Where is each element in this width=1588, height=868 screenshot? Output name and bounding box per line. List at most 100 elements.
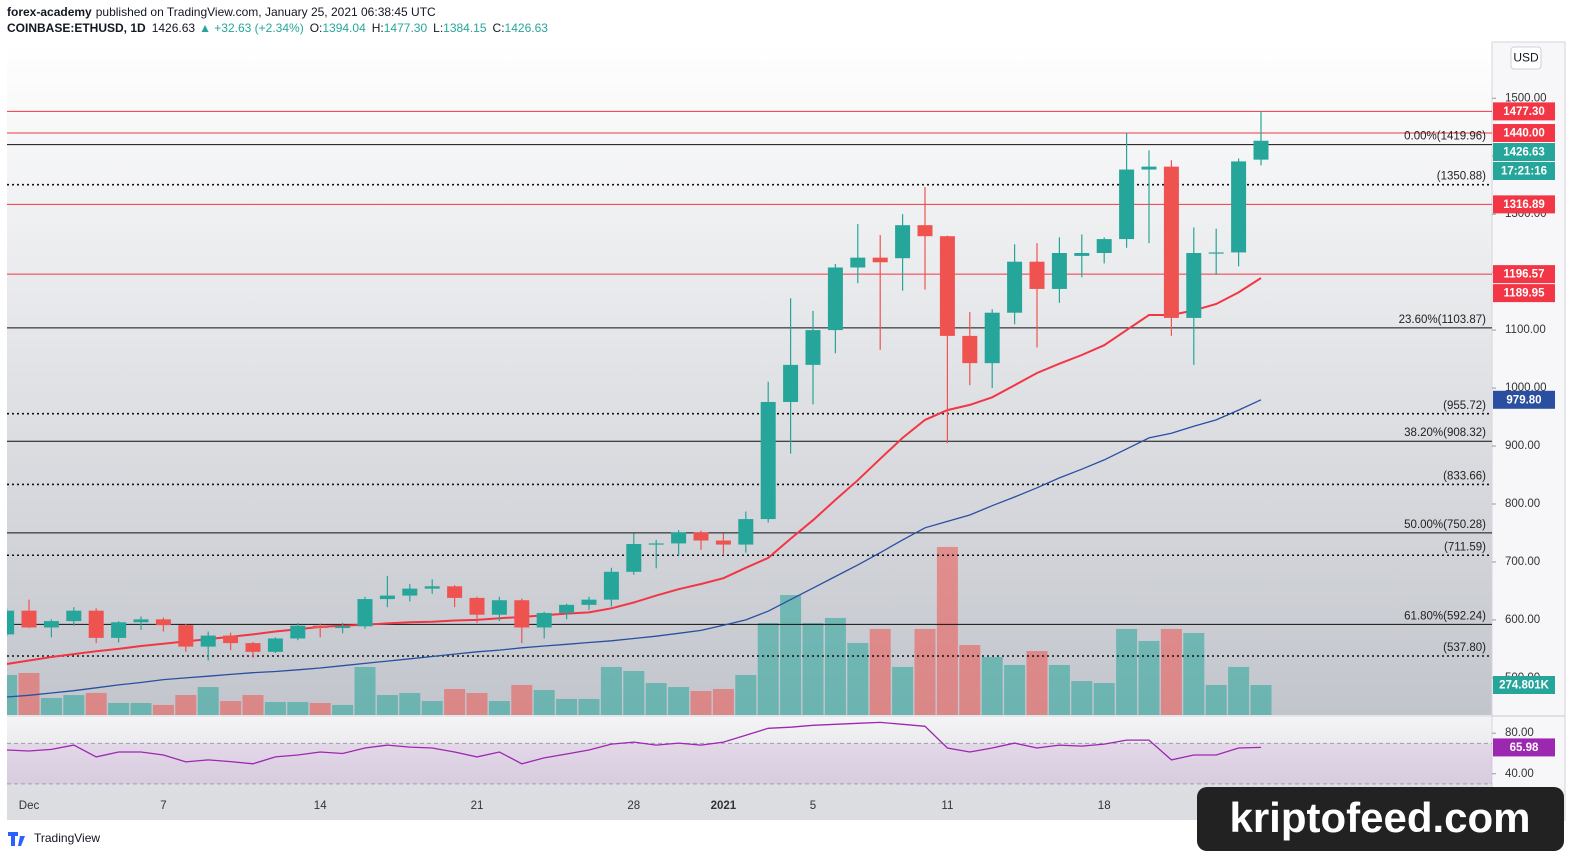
candle-body (223, 635, 239, 644)
candle-body (1119, 169, 1135, 240)
rsi-line (7, 721, 1262, 765)
legend-change: ▲ +32.63 (+2.34%) (199, 21, 304, 35)
header-line: forex-academy published on TradingView.co… (7, 5, 436, 19)
volume-bar (332, 704, 354, 715)
y-tick-label: 800.00 (1505, 498, 1540, 510)
ma-badge-label: 1189.95 (1504, 288, 1546, 300)
rsi-badge (1493, 738, 1555, 757)
volume-bar (309, 702, 331, 715)
fib-label: (1350.88) (1437, 171, 1486, 183)
legend-price: 1426.63 (152, 21, 196, 35)
volume-bar (847, 642, 869, 715)
candle-body (760, 401, 776, 520)
volume-bar (668, 687, 690, 715)
volume-bar (264, 702, 286, 715)
rsi-badge-label: 65.98 (1510, 742, 1539, 754)
ma-badge (1493, 284, 1555, 303)
fib-label: (711.59) (1444, 541, 1486, 553)
volume-bar (1116, 628, 1138, 715)
candle-body (1141, 166, 1157, 170)
candle-body (917, 225, 933, 237)
volume-bar (1093, 683, 1115, 715)
plot: 0.00%(1419.96) (1350.88) 23.60%(1103.87) (9… (7, 92, 1555, 812)
y-tick-label: 700.00 (1505, 556, 1540, 568)
candle-body (357, 599, 373, 627)
candle-body (424, 586, 440, 589)
volume-bar (152, 704, 174, 715)
volume-bar (1004, 665, 1026, 715)
candle-body (738, 519, 754, 545)
candle-body (7, 610, 15, 635)
volume-bar (1071, 681, 1093, 715)
level-badge (1493, 195, 1555, 214)
candle-body (827, 267, 843, 331)
currency: USD (1513, 51, 1539, 65)
logo-icon (8, 832, 25, 846)
candle-body (133, 619, 149, 623)
legend-key: C: (493, 21, 505, 35)
volume-bar (85, 692, 107, 715)
level-badge-label: 1477.30 (1503, 106, 1545, 118)
candle-body (1186, 253, 1202, 318)
countdown-badge (1493, 162, 1555, 181)
candle-body (514, 600, 530, 628)
candle-body (671, 532, 687, 544)
volume-bar (735, 675, 757, 715)
volume-bar (645, 683, 667, 715)
symbol: COINBASE:ETHUSD, 1D (7, 21, 146, 35)
candle-body (88, 610, 104, 638)
x-tick-label: 7 (160, 800, 166, 812)
volume-bar (242, 695, 264, 715)
candle-body (1051, 253, 1067, 289)
volume-bar (1138, 640, 1160, 715)
candle-body (783, 364, 799, 402)
volume-badge (1493, 675, 1555, 694)
volume-bar (1228, 666, 1250, 715)
volume-bar (197, 687, 219, 715)
currency-box (1510, 46, 1542, 70)
volume-bar (712, 689, 734, 715)
x-tick-label: 2021 (711, 800, 737, 812)
legend-value: 1394.04 (322, 21, 366, 35)
candle-body (155, 619, 171, 626)
legend-value: 1477.30 (384, 21, 428, 35)
brand: TradingView (34, 831, 100, 845)
x-tick-label: Dec (19, 800, 40, 812)
candle-body (559, 604, 575, 613)
fib-label: 61.80%(592.24) (1404, 610, 1486, 622)
price-badge-label: 1426.63 (1503, 147, 1545, 159)
published: published on TradingView.com, January 25… (96, 5, 436, 19)
volume-bar (892, 666, 914, 715)
volume-bar (1183, 633, 1205, 715)
rsi-band (7, 743, 1492, 784)
candle-body (43, 621, 59, 628)
candle-body (626, 543, 642, 572)
volume-bar (40, 697, 62, 715)
rsi-pane (7, 717, 1492, 792)
fib-label: 38.20%(908.32) (1404, 427, 1486, 439)
volume-bar (108, 702, 130, 715)
candle-body (1253, 140, 1269, 160)
candle-body (402, 588, 418, 596)
candle-body (379, 595, 395, 600)
volume-bar (981, 657, 1003, 715)
candle-body (1096, 239, 1112, 254)
candle-body (603, 571, 619, 600)
volume-bar (936, 546, 958, 715)
volume-bar (556, 698, 578, 715)
legend-value: 1426.63 (505, 21, 549, 35)
candle-body (111, 622, 127, 638)
volume-bar (399, 692, 421, 715)
level-badge (1493, 124, 1555, 143)
fib-label: 0.00%(1419.96) (1404, 131, 1486, 143)
candle-body (872, 257, 888, 263)
x-tick-label: 11 (941, 800, 953, 812)
fib-label: 50.00%(750.28) (1404, 519, 1486, 531)
candle-body (805, 330, 821, 365)
volume-bar (511, 684, 533, 715)
x-tick-label: 28 (627, 800, 640, 812)
fib-label: (955.72) (1443, 400, 1486, 412)
x-tick-label: 14 (314, 800, 327, 812)
